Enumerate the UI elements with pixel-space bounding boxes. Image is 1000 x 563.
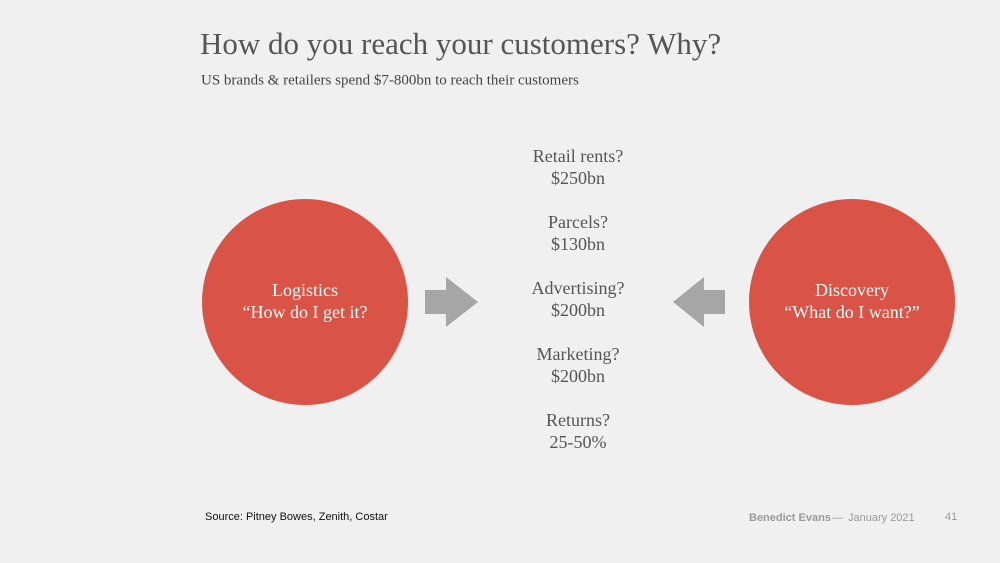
- item-value: $130bn: [551, 234, 605, 254]
- author: Benedict Evans: [749, 512, 831, 524]
- circle-label: Logistics: [272, 280, 338, 300]
- circle-label: Discovery: [815, 280, 889, 300]
- arrow-left: [673, 277, 725, 327]
- item-value: $200bn: [551, 366, 605, 386]
- item-value: $200bn: [551, 300, 605, 320]
- item-label: Marketing?: [537, 344, 620, 364]
- logistics-circle: [202, 199, 408, 405]
- item-value: $250bn: [551, 168, 605, 188]
- date: January 2021: [848, 512, 915, 524]
- item-label: Returns?: [546, 410, 610, 430]
- title: How do you reach your customers? Why?: [200, 26, 721, 61]
- circle-label: “How do I get it?: [243, 302, 368, 322]
- discovery-circle: [749, 199, 955, 405]
- source: Source: Pitney Bowes, Zenith, Costar: [205, 511, 388, 523]
- item-value: 25-50%: [550, 432, 607, 452]
- item-label: Advertising?: [532, 278, 625, 298]
- item-label: Retail rents?: [533, 146, 623, 166]
- item-label: Parcels?: [548, 212, 608, 232]
- circle-label: “What do I want?”: [784, 302, 919, 322]
- separator: —: [832, 512, 843, 524]
- arrow-right: [425, 277, 478, 327]
- subtitle: US brands & retailers spend $7-800bn to …: [201, 72, 579, 88]
- page-number: 41: [945, 511, 957, 523]
